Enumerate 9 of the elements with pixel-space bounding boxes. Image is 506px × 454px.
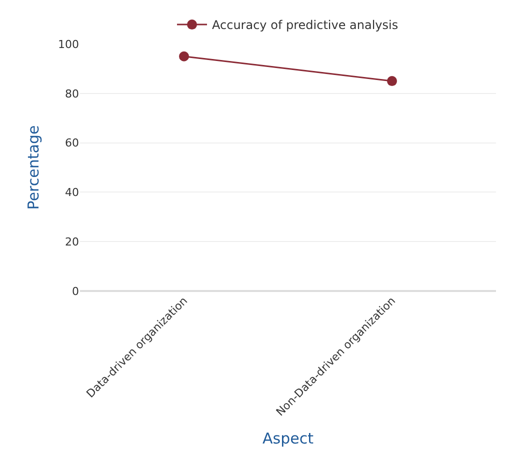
y-axis-title: Percentage	[24, 125, 42, 210]
y-tick-label: 40	[65, 186, 79, 200]
y-tick-label: 20	[65, 235, 79, 248]
legend-label: Accuracy of predictive analysis	[212, 18, 398, 32]
y-tick-label: 60	[65, 136, 79, 150]
y-tick-label: 0	[72, 284, 79, 298]
x-axis-title: Aspect	[262, 430, 314, 448]
y-tick-label: 80	[65, 87, 79, 100]
y-tick-label: 100	[58, 38, 79, 51]
